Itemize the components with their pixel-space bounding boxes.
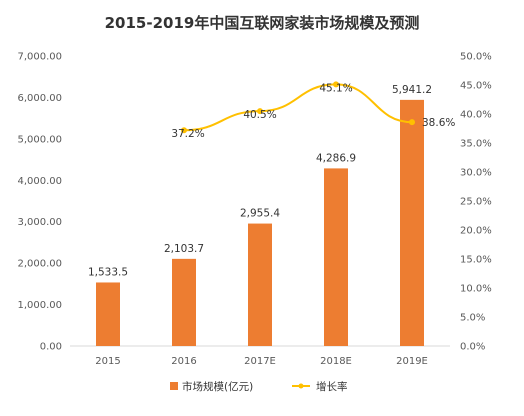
line-point bbox=[409, 119, 415, 126]
x-tick-label: 2017E bbox=[244, 356, 276, 367]
bar-data-label: 1,533.5 bbox=[88, 266, 128, 278]
bar-data-label: 5,941.2 bbox=[392, 84, 432, 96]
legend-swatch-line-marker bbox=[298, 383, 304, 389]
line-data-label: 45.1% bbox=[319, 82, 352, 94]
bar-data-label: 2,103.7 bbox=[164, 243, 204, 255]
bar-data-label: 4,286.9 bbox=[316, 152, 356, 164]
right-tick-label: 10.0% bbox=[460, 284, 492, 295]
line-data-label: 38.6% bbox=[422, 117, 455, 129]
x-tick-label: 2016 bbox=[171, 356, 196, 367]
bar bbox=[400, 99, 424, 347]
right-tick-label: 15.0% bbox=[460, 255, 492, 266]
line-data-label: 37.2% bbox=[171, 128, 204, 140]
right-tick-label: 45.0% bbox=[460, 81, 492, 92]
left-tick-label: 2,000.00 bbox=[17, 259, 62, 270]
right-tick-label: 50.0% bbox=[460, 52, 492, 63]
right-tick-label: 40.0% bbox=[460, 110, 492, 121]
x-tick-label: 2015 bbox=[95, 356, 120, 367]
left-tick-label: 5,000.00 bbox=[17, 134, 62, 145]
left-tick-label: 3,000.00 bbox=[17, 217, 62, 228]
x-tick-label: 2019E bbox=[396, 356, 428, 367]
right-tick-label: 5.0% bbox=[460, 313, 485, 324]
chart-title: 2015-2019年中国互联网家装市场规模及预测 bbox=[105, 14, 420, 32]
left-tick-label: 4,000.00 bbox=[17, 176, 62, 187]
bar bbox=[96, 282, 120, 346]
left-tick-label: 7,000.00 bbox=[17, 52, 62, 63]
right-tick-label: 25.0% bbox=[460, 197, 492, 208]
x-tick-label: 2018E bbox=[320, 356, 352, 367]
left-axis: 0.00 1,000.00 2,000.00 3,000.00 4,000.00 5,00… bbox=[17, 52, 62, 353]
right-tick-label: 35.0% bbox=[460, 139, 492, 150]
line-point bbox=[333, 81, 339, 88]
bar bbox=[172, 258, 196, 346]
bar bbox=[248, 223, 272, 346]
right-tick-label: 0.0% bbox=[460, 342, 485, 353]
bar-series: 1,533.5 2,103.7 2,955.4 4,286.9 5,941.2 bbox=[88, 84, 432, 347]
left-tick-label: 0.00 bbox=[40, 342, 62, 353]
bar-data-label: 2,955.4 bbox=[240, 208, 280, 220]
legend: 市场规模(亿元) 增长率 bbox=[170, 380, 348, 393]
line-point bbox=[181, 127, 187, 134]
legend-label-line: 增长率 bbox=[316, 380, 348, 393]
growth-line bbox=[183, 83, 413, 132]
right-tick-label: 30.0% bbox=[460, 168, 492, 179]
legend-label-bar: 市场规模(亿元) bbox=[182, 380, 253, 393]
right-axis: 0.0% 5.0% 10.0% 15.0% 20.0% 25.0% 30.0% 35.0% 40… bbox=[460, 52, 492, 353]
bar bbox=[324, 168, 348, 346]
left-tick-label: 6,000.00 bbox=[17, 93, 62, 104]
growth-line-series: 37.2% 40.5% 45.1% 38.6% bbox=[171, 81, 455, 140]
x-axis-ticks: 2015 2016 2017E 2018E 2019E bbox=[95, 356, 428, 367]
right-tick-label: 20.0% bbox=[460, 226, 492, 237]
line-point bbox=[257, 108, 263, 115]
legend-swatch-bar bbox=[170, 382, 178, 390]
left-tick-label: 1,000.00 bbox=[17, 300, 62, 311]
line-data-label: 40.5% bbox=[243, 109, 276, 121]
